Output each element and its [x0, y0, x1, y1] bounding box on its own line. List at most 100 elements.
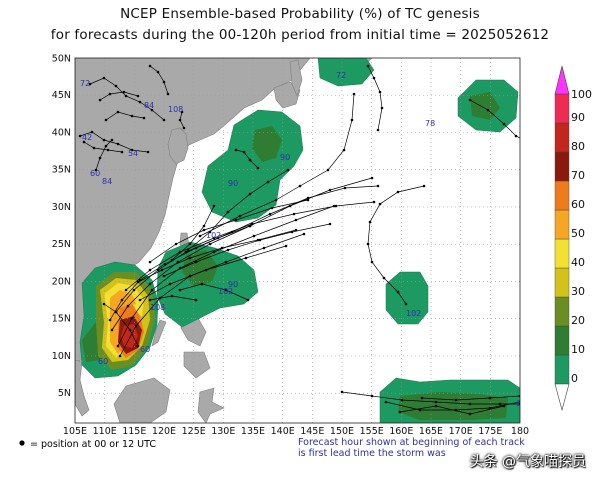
track [83, 141, 123, 153]
track-position-dot [118, 354, 122, 358]
land-malay-peninsula [75, 359, 90, 417]
track-position-dot [350, 118, 354, 122]
lon-tick-label: 150E [330, 426, 354, 437]
track-hour-label: 90 [228, 179, 238, 188]
forecast-hour-note-line1: Forecast hour shown at beginning of each… [298, 437, 525, 448]
track-position-dot [370, 394, 374, 398]
track-position-dot [166, 92, 170, 96]
track-position-dot [422, 184, 426, 188]
track [103, 303, 139, 347]
lat-tick-label: 35N [52, 165, 71, 176]
lon-tick-label: 110E [93, 426, 117, 437]
track-position-dot [163, 262, 167, 266]
lat-tick-label: 45N [52, 90, 71, 101]
track [99, 91, 139, 101]
track-position-dot [126, 304, 130, 308]
track-position-dot [498, 402, 502, 406]
track-hour-label: 90 [228, 280, 238, 289]
track-position-dot [132, 288, 136, 292]
colorbar-labels: 0 10 20 30 40 50 60 70 80 90 100 [571, 88, 592, 385]
track-position-dot [136, 344, 140, 348]
track-position-dot [370, 176, 374, 180]
track-position-dot [372, 76, 376, 80]
lon-tick-label: 120E [152, 426, 176, 437]
track-position-dot [212, 250, 216, 254]
track-position-dot [82, 140, 86, 144]
land-mindanao [183, 351, 211, 379]
lon-tick-label: 105E [63, 426, 87, 437]
track-position-dot [284, 244, 288, 248]
track-hour-label: 54 [128, 149, 138, 158]
track-position-dot [122, 90, 126, 94]
watermark: 头条 @气象喵探员 [469, 454, 586, 470]
track-position-dot [202, 228, 206, 232]
track-hour-label: 42 [82, 133, 92, 142]
colorbar-top-arrow [554, 65, 570, 95]
track-position-dot [290, 230, 294, 234]
track-position-dot [400, 398, 404, 402]
region-kamchatka-east [317, 58, 375, 87]
lat-tick-label: 5N [58, 388, 71, 399]
track-position-dot [148, 268, 152, 272]
track-position-dot [434, 404, 438, 408]
track-position-dot [212, 236, 216, 240]
track-position-dot [148, 282, 152, 286]
track-position-dot [292, 212, 296, 216]
track-position-dot [384, 400, 388, 404]
colorbar-label: 10 [571, 343, 585, 356]
lon-tick-label: 115E [122, 426, 146, 437]
track-hour-label: 78 [425, 119, 435, 128]
track-position-dot [130, 114, 134, 118]
land-borneo [113, 377, 171, 423]
track-position-dot [150, 108, 154, 112]
colorbar-band [554, 122, 570, 153]
track-position-dot [250, 222, 254, 226]
track-position-dot [220, 246, 224, 250]
track-position-dot [108, 92, 112, 96]
colorbar-bottom-arrow [554, 383, 570, 412]
track-position-dot [168, 282, 172, 286]
track-position-dot [488, 396, 492, 400]
track-position-dot [162, 80, 166, 84]
track-position-dot [156, 70, 160, 74]
track-hour-label: 84 [102, 177, 112, 186]
track-hour-labels: 72 84 108 42 54 60 84 90 78 102 102 90 1… [80, 71, 521, 408]
track-position-dot [352, 92, 356, 96]
lon-tick-label: 165E [419, 426, 443, 437]
lat-tick-label: 20N [52, 276, 71, 287]
colorbar-label: 80 [571, 140, 585, 153]
track-position-dot [148, 64, 152, 68]
track-position-dot [266, 180, 270, 184]
forecast-hour-note-line2: is first lead time the storm was [298, 448, 446, 459]
track-position-dot [306, 198, 310, 202]
track-position-dot [176, 260, 180, 264]
track-position-dot [134, 324, 138, 328]
track-position-dot [162, 274, 166, 278]
legend-footnote: = position at 00 or 12 UTC [19, 439, 156, 450]
track-position-dot [366, 242, 370, 246]
track-position-dot [370, 260, 374, 264]
track-position-dot [120, 150, 124, 154]
track-position-dot [376, 128, 380, 132]
track-position-dot [398, 410, 402, 414]
track-position-dot [454, 398, 458, 402]
track-position-dot [268, 212, 272, 216]
track-hour-label: 108 [150, 303, 165, 312]
track-position-dot [78, 134, 82, 138]
lat-axis-labels: 5N 10N 15N 20N 25N 30N 35N 40N 45N 50N [52, 54, 71, 400]
track-position-dot [244, 256, 248, 260]
lon-tick-label: 135E [241, 426, 265, 437]
track-position-dot [380, 106, 384, 110]
track-position-dot [170, 294, 174, 298]
lon-tick-label: 180 [511, 426, 529, 437]
prob-hotspot [96, 272, 155, 370]
lon-tick-label: 175E [478, 426, 502, 437]
track-position-dot [288, 204, 292, 208]
track-position-dot [212, 204, 216, 208]
lon-tick-label: 170E [449, 426, 473, 437]
track-position-dot [294, 218, 298, 222]
track-position-dot [434, 400, 438, 404]
colorbar-band [554, 93, 570, 124]
track-hour-label: 6 [516, 399, 521, 408]
